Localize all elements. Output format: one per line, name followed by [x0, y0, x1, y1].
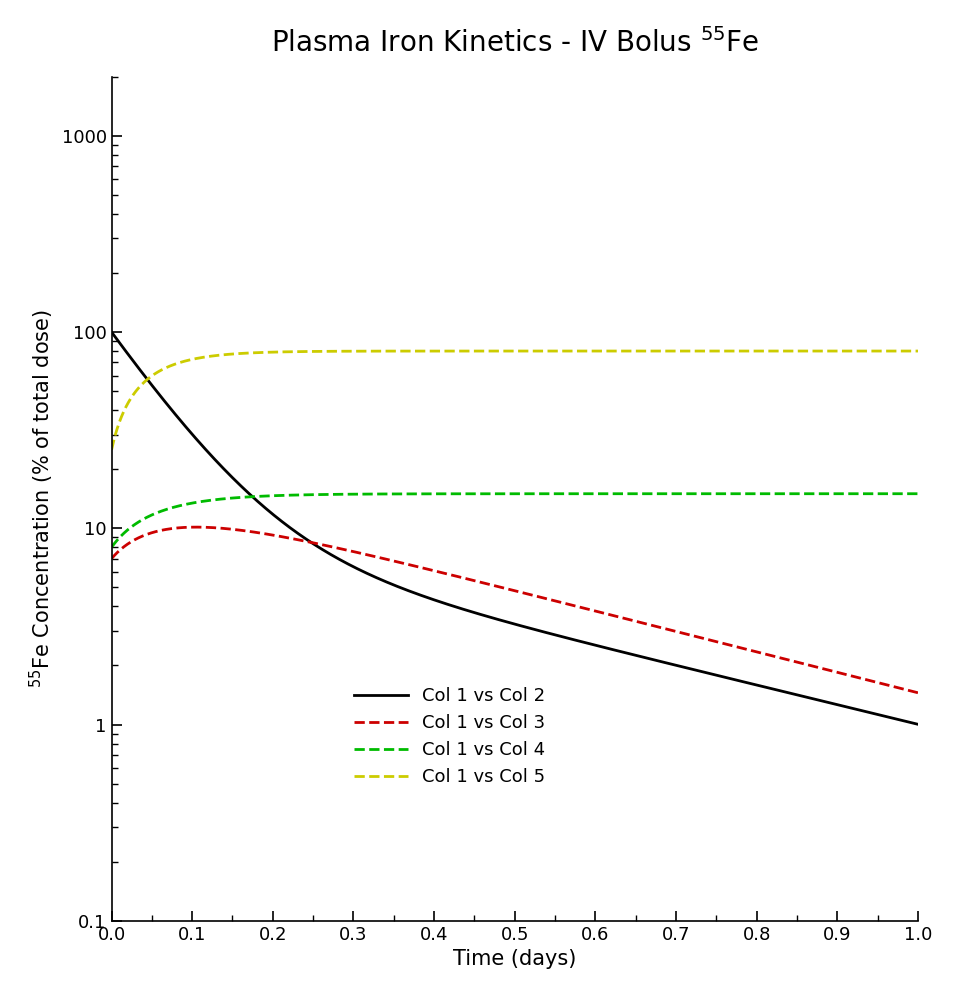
- Col 1 vs Col 3: [810, 661, 822, 673]
- Col 1 vs Col 2: [450, 601, 462, 613]
- Col 1 vs Col 4: [450, 488, 462, 499]
- Col 1 vs Col 3: [416, 561, 427, 573]
- Col 1 vs Col 5: [198, 351, 209, 363]
- Col 1 vs Col 5: [106, 444, 117, 456]
- Line: Col 1 vs Col 2: Col 1 vs Col 2: [111, 332, 918, 724]
- Title: Plasma Iron Kinetics - IV Bolus $^{55}$Fe: Plasma Iron Kinetics - IV Bolus $^{55}$F…: [271, 28, 758, 58]
- Y-axis label: $^{55}$Fe Concentration (% of total dose): $^{55}$Fe Concentration (% of total dose…: [28, 309, 56, 688]
- Line: Col 1 vs Col 5: Col 1 vs Col 5: [111, 351, 918, 450]
- Col 1 vs Col 4: [246, 491, 257, 502]
- Col 1 vs Col 2: [246, 490, 257, 501]
- Col 1 vs Col 4: [106, 541, 117, 553]
- Col 1 vs Col 2: [106, 326, 117, 338]
- Line: Col 1 vs Col 3: Col 1 vs Col 3: [111, 527, 918, 693]
- Col 1 vs Col 3: [198, 521, 209, 533]
- Col 1 vs Col 2: [198, 442, 209, 454]
- Col 1 vs Col 3: [450, 570, 462, 582]
- Col 1 vs Col 3: [897, 683, 908, 695]
- Col 1 vs Col 4: [809, 488, 821, 499]
- Legend: Col 1 vs Col 2, Col 1 vs Col 3, Col 1 vs Col 4, Col 1 vs Col 5: Col 1 vs Col 2, Col 1 vs Col 3, Col 1 vs…: [347, 680, 553, 794]
- Col 1 vs Col 4: [897, 488, 908, 499]
- Col 1 vs Col 3: [912, 687, 924, 699]
- Line: Col 1 vs Col 4: Col 1 vs Col 4: [111, 494, 918, 547]
- Col 1 vs Col 5: [246, 347, 257, 359]
- Col 1 vs Col 2: [912, 718, 924, 730]
- Col 1 vs Col 2: [809, 693, 821, 705]
- Col 1 vs Col 5: [415, 345, 426, 357]
- Col 1 vs Col 3: [190, 521, 202, 533]
- X-axis label: Time (days): Time (days): [453, 949, 576, 969]
- Col 1 vs Col 4: [912, 488, 924, 499]
- Col 1 vs Col 5: [450, 345, 462, 357]
- Col 1 vs Col 4: [198, 496, 209, 507]
- Col 1 vs Col 5: [809, 345, 821, 357]
- Col 1 vs Col 2: [415, 589, 426, 601]
- Col 1 vs Col 5: [912, 345, 924, 357]
- Col 1 vs Col 3: [246, 525, 257, 537]
- Col 1 vs Col 3: [106, 552, 117, 564]
- Col 1 vs Col 4: [415, 488, 426, 499]
- Col 1 vs Col 5: [897, 345, 908, 357]
- Col 1 vs Col 2: [897, 715, 908, 727]
